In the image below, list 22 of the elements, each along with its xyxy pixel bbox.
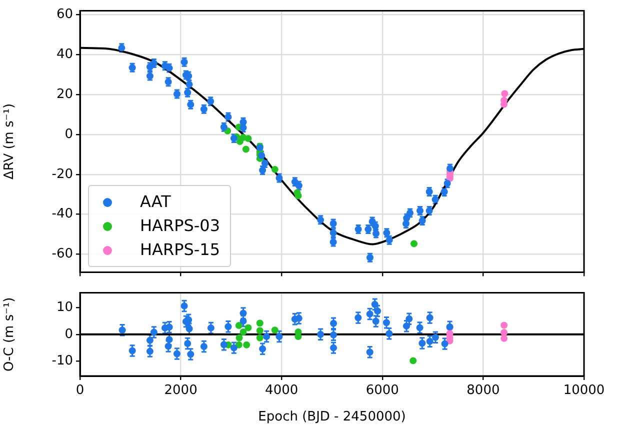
x-tick-label: 6000 [366, 383, 399, 398]
y-tick-label: 40 [56, 47, 73, 62]
y-tick-label: 0 [64, 326, 73, 342]
y-tick-label: 20 [56, 86, 73, 102]
x-axis-title: Epoch (BJD - 2450000) [258, 410, 406, 425]
y-tick-label: -40 [52, 206, 73, 222]
legend-label: HARPS-03 [140, 215, 220, 238]
y-tick-label: -60 [52, 246, 73, 262]
legend-label: HARPS-15 [140, 239, 220, 262]
y-axis-title: ΔRV (m s⁻¹) [2, 103, 18, 180]
x-tick-label: 4000 [265, 383, 298, 398]
y-axis-title: O-C (m s⁻¹) [2, 297, 18, 372]
y-tick-label: 10 [56, 300, 73, 315]
x-tick-label: 10000 [563, 383, 605, 398]
x-tick-label: 2000 [164, 383, 198, 398]
x-tick-label: 8000 [466, 383, 500, 398]
x-tick-label: 0 [76, 383, 84, 398]
legend-label: AAT [140, 191, 171, 214]
y-tick-label: 0 [64, 126, 73, 142]
y-tick-label: -10 [52, 354, 73, 369]
y-tick-label: -20 [52, 166, 73, 182]
y-tick-label: 60 [56, 7, 73, 22]
